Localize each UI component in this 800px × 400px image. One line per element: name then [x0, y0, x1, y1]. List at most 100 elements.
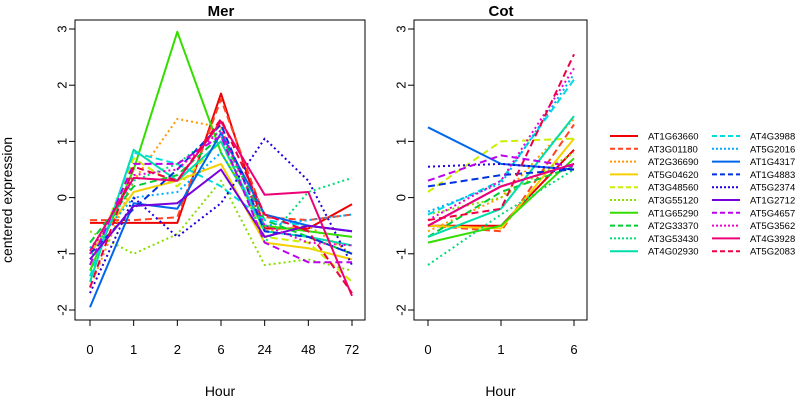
panel-title: Cot — [489, 3, 514, 20]
legend-label: AT5G3562 — [750, 221, 795, 232]
legend-item: AT5G04620 — [610, 170, 699, 181]
series-line-at1g65290 — [89, 30, 353, 272]
series-line-at4g39280 — [427, 162, 575, 227]
legend-item: AT3G53430 — [610, 234, 699, 245]
legend-item: AT3G55120 — [610, 196, 699, 207]
legend-label: AT2G36690 — [648, 157, 699, 168]
legend-item: AT3G48560 — [610, 183, 699, 194]
legend-item: AT1G63660 — [610, 132, 699, 143]
panels: Mer -2 -1 0 1 2 3 0 1 2 6 24 48 72 Hour Cot -2 -1 0 1 2 3 0 1 6 H… — [54, 3, 588, 399]
x-tick-label: 0 — [86, 342, 93, 357]
legend-label: AT4G3988 — [750, 132, 795, 143]
legend-item: AT4G3928 — [712, 234, 795, 245]
legend-item: AT5G2374 — [712, 183, 795, 194]
x-axis-label: Hour — [485, 383, 516, 399]
series-line-at5g20830 — [89, 117, 353, 294]
series-line-at4g39880 — [427, 79, 575, 216]
legend-label: AT4G02930 — [648, 247, 699, 258]
legend-label: AT1G2712 — [750, 196, 795, 207]
legend-item: AT1G4317 — [712, 157, 795, 168]
legend-label: AT5G2016 — [750, 144, 795, 155]
legend-item: AT3G01180 — [610, 144, 698, 155]
series-line-at2g33370 — [89, 134, 353, 255]
legend-label: AT3G01180 — [648, 144, 698, 155]
legend-label: AT2G33370 — [648, 221, 699, 232]
legend-item: AT5G3562 — [712, 221, 795, 232]
y-tick-label: 1 — [393, 138, 408, 145]
legend-item: AT5G2016 — [712, 144, 795, 155]
series-line-at5g46570 — [89, 134, 352, 266]
series-line-at5g20830 — [427, 53, 575, 222]
series-line-at5g20160 — [427, 73, 575, 213]
series-line-at5g23740 — [89, 137, 353, 294]
legend-item: AT5G2083 — [712, 247, 795, 258]
legend-item: AT1G2712 — [712, 196, 795, 207]
series-line-at1g43170 — [427, 126, 575, 171]
panel-cot: Cot -2 -1 0 1 2 3 0 1 6 Hour — [393, 3, 588, 399]
x-axis-label: Hour — [205, 383, 236, 399]
legend-item: AT2G36690 — [610, 157, 699, 168]
legend-item: AT1G4883 — [712, 170, 795, 181]
x-tick-label: 0 — [424, 342, 431, 357]
series-line-at2g33370 — [427, 165, 575, 238]
y-tick-label: 0 — [54, 194, 69, 201]
y-axis-label: centered expression — [0, 137, 15, 263]
series-line-at3g48560 — [89, 140, 353, 283]
y-tick-label: 2 — [54, 82, 69, 89]
series-line-at1g48830 — [89, 123, 353, 255]
legend-label: AT1G4883 — [750, 170, 795, 181]
x-tick-label: 6 — [217, 342, 224, 357]
panel-title: Mer — [208, 3, 235, 20]
y-tick-label: -2 — [393, 304, 408, 316]
series-line-at5g35620 — [89, 129, 353, 255]
x-tick-label: 1 — [130, 342, 137, 357]
series-line-at1g63660 — [90, 92, 353, 230]
y-tick-label: 0 — [393, 194, 408, 201]
y-tick-label: -2 — [54, 304, 69, 316]
legend-item: AT5G4657 — [712, 208, 795, 219]
legend-label: AT5G2083 — [750, 247, 795, 258]
series-line-at3g55120 — [89, 179, 353, 272]
y-tick-label: 1 — [54, 138, 69, 145]
legend-label: AT3G53430 — [648, 234, 699, 245]
legend-item: AT4G3988 — [712, 132, 795, 143]
series-line-at5g23740 — [427, 162, 575, 171]
x-tick-label: 24 — [257, 342, 271, 357]
series-line-at2g36690 — [427, 118, 575, 233]
series-line-at1g27120 — [89, 168, 353, 261]
series-line-at3g01180 — [90, 98, 353, 222]
legend-item: AT2G33370 — [610, 221, 699, 232]
x-tick-label: 48 — [301, 342, 315, 357]
x-tick-label: 1 — [497, 342, 504, 357]
legend-item: AT1G65290 — [610, 208, 699, 219]
legend-label: AT1G65290 — [648, 208, 699, 219]
x-tick-label: 72 — [345, 342, 359, 357]
panel-mer: Mer -2 -1 0 1 2 3 0 1 2 6 24 48 72 Hour — [54, 3, 366, 399]
legend-label: AT1G63660 — [648, 132, 699, 143]
series-line-at3g48560 — [427, 137, 575, 193]
legend-label: AT3G48560 — [648, 183, 699, 194]
y-tick-label: 3 — [54, 25, 69, 32]
series-line-at3g53430 — [89, 129, 353, 260]
series-line-at5g04620 — [89, 162, 353, 261]
legend-label: AT5G2374 — [750, 183, 795, 194]
x-tick-label: 6 — [570, 342, 577, 357]
series-line-at4g39280 — [89, 120, 353, 297]
series-line-at4g02930 — [427, 115, 575, 238]
y-tick-label: 2 — [393, 82, 408, 89]
legend-label: AT3G55120 — [648, 196, 699, 207]
legend-label: AT5G4657 — [750, 208, 795, 219]
legend-item: AT4G02930 — [610, 247, 699, 258]
y-tick-label: 3 — [393, 25, 408, 32]
plot-frame — [74, 19, 366, 321]
series-line-at1g65290 — [427, 157, 575, 244]
legend-label: AT5G04620 — [648, 170, 699, 181]
y-tick-label: -1 — [393, 248, 408, 260]
series-line-at5g46570 — [427, 154, 575, 182]
legend-label: AT1G4317 — [750, 157, 795, 168]
legend-label: AT4G3928 — [750, 234, 795, 245]
x-tick-label: 2 — [174, 342, 181, 357]
y-tick-label: -1 — [54, 248, 69, 260]
